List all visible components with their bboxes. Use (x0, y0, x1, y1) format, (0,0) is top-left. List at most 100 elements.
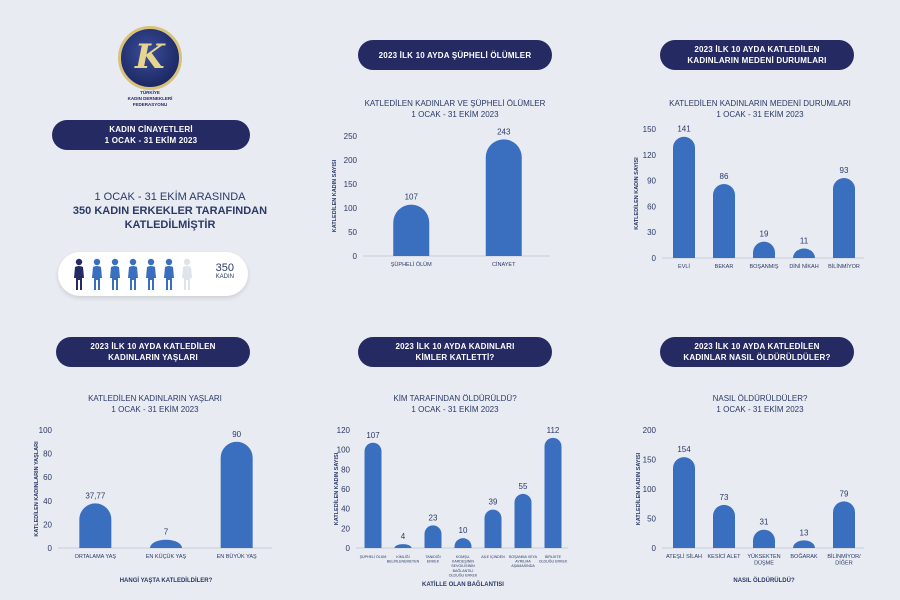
bar (793, 540, 815, 548)
data-label: 107 (405, 193, 419, 202)
person-head (147, 258, 155, 266)
people-count-unit: KADIN (215, 274, 234, 280)
person-head (183, 258, 191, 266)
category-label-line: BELİRLENEMEYEN (387, 559, 420, 564)
category-label-line: YÜKSEKTEN (747, 553, 780, 560)
person-body (110, 266, 120, 290)
person-body (182, 266, 192, 290)
person-icon (74, 258, 84, 290)
category-label: BOĞARAK (790, 553, 818, 560)
category-label-line: ERKEK (427, 560, 440, 564)
bar (753, 241, 775, 258)
category-label-line: DİNİ NİKAH (789, 263, 818, 270)
category-label-line: DİĞER (835, 560, 852, 567)
y-tick-label: 150 (344, 180, 358, 189)
data-label: 37,77 (85, 491, 106, 500)
category-label: BOŞANMIŞ (749, 264, 778, 270)
person-body (74, 266, 84, 290)
category-label: KOMŞU, KARDEŞİNİN SEVGİLİSİNİN BAĞLANTILI OL… (449, 555, 478, 577)
category-label-line: BİRLİKTE (545, 554, 562, 559)
header-pill-femicides: KADIN CİNAYETLERİ 1 OCAK - 31 EKİM 2023 (52, 120, 250, 150)
pill-line: KİMLER KATLETTİ? (415, 353, 495, 362)
data-label: 154 (677, 445, 691, 454)
category-label-line: BAĞLANTILI (453, 568, 474, 573)
category-label: EN KÜÇÜK YAŞ (146, 553, 187, 560)
category-label-line: ŞÜPHELİ ÖLÜM (360, 554, 387, 559)
person-icon (146, 258, 156, 290)
y-tick-label: 40 (341, 505, 350, 514)
y-tick-label: 50 (348, 228, 357, 237)
pill-line: 2023 İLK 10 AYDA ŞÜPHELİ ÖLÜMLER (378, 50, 532, 60)
data-label: 31 (760, 518, 769, 527)
pill-line: 2023 İLK 10 AYDA KATLEDİLEN (694, 342, 820, 351)
category-label: YÜKSEKTEN DÜŞME (747, 553, 780, 567)
bar (454, 538, 472, 548)
y-tick-label: 100 (39, 426, 53, 435)
bar (393, 204, 430, 256)
y-tick-label: 60 (341, 485, 350, 494)
y-tick-label: 30 (647, 228, 656, 237)
y-tick-label: 90 (647, 177, 656, 186)
y-axis-label: KATLEDİLEN KADINLARIN YAŞLARI (33, 441, 40, 537)
y-tick-label: 0 (353, 252, 358, 261)
panel-pill-methods: 2023 İLK 10 AYDA KATLEDİLEN KADINLAR NAS… (660, 337, 854, 367)
category-label-line: ATEŞLİ SİLAH (666, 553, 702, 560)
bar (713, 184, 735, 258)
y-tick-label: 150 (643, 125, 657, 134)
y-tick-label: 120 (643, 151, 657, 160)
category-label: KESİCİ ALET (707, 553, 741, 560)
category-label-line: OLDUĞU ERKEK (449, 572, 478, 577)
panel-pill-ages: 2023 İLK 10 AYDA KATLEDİLEN KADINLARIN Y… (56, 337, 250, 367)
panel-pill-marital-status: 2023 İLK 10 AYDA KATLEDİLEN KADINLARIN M… (660, 40, 854, 70)
person-body (146, 266, 156, 290)
y-tick-label: 100 (344, 204, 358, 213)
panel-pill-suspicious-deaths: 2023 İLK 10 AYDA ŞÜPHELİ ÖLÜMLER (358, 40, 552, 70)
category-label: BİLİNMİYOR/DİĞER (827, 553, 861, 567)
bar (753, 529, 775, 548)
bar (484, 509, 502, 548)
category-label: ORTALAMA YAŞ (75, 554, 117, 560)
category-label-line: BİLİNMİYOR/ (827, 553, 861, 560)
bar-chart-marital-status: 0 30 60 90 120 150 KATLEDİLEN KADIN SAYISI 141 E… (633, 125, 864, 270)
bar (833, 178, 855, 258)
category-label-line: BOŞANMIŞ (749, 264, 778, 270)
category-label-line: ORTALAMA YAŞ (75, 554, 117, 560)
data-label: 39 (489, 498, 498, 507)
y-tick-label: 120 (337, 426, 351, 435)
logo-text-line: FEDERASYONU (132, 102, 168, 107)
y-axis-label: KATLEDİLEN KADIN SAYISI (333, 452, 340, 525)
data-label: 23 (429, 513, 438, 522)
logo-text: TÜRKİYE KADIN DERNEKLERİ FEDERASYONU (115, 90, 185, 108)
data-label: 141 (677, 125, 691, 134)
people-icons (74, 258, 192, 290)
chart-title-methods: NASIL ÖLDÜRÜLDÜLER? 1 OCAK - 31 EKİM 202… (630, 393, 890, 415)
people-count: 350 KADIN (216, 262, 234, 280)
y-tick-label: 80 (43, 450, 52, 459)
bar (220, 441, 253, 548)
pill-line: 2023 İLK 10 AYDA KADINLARI (395, 342, 515, 351)
category-label-line: AŞAMASINDA (511, 564, 535, 568)
bar (364, 442, 382, 548)
chart-subtitle: 1 OCAK - 31 EKİM 2023 (411, 405, 499, 414)
category-label: KİMLİĞİ BELİRLENEMEYEN (387, 554, 420, 564)
bar-chart-methods: 0 50 100 150 200 KATLEDİLEN KADIN SAYISI NASIL… (635, 426, 864, 584)
y-tick-label: 20 (341, 524, 350, 533)
logo-text-line: KADIN DERNEKLERİ (127, 96, 173, 101)
bar (424, 525, 442, 548)
logo-text-line: TÜRKİYE (140, 90, 160, 95)
pill-line: 1 OCAK - 31 EKİM 2023 (104, 136, 198, 145)
person-icon (182, 258, 192, 290)
category-label: ŞÜPHELİ ÖLÜM (360, 554, 387, 559)
data-label: 10 (459, 526, 468, 535)
data-label: 90 (232, 430, 241, 439)
y-tick-label: 60 (647, 202, 656, 211)
pill-line: KADINLARIN YAŞLARI (108, 353, 198, 362)
data-label: 107 (366, 431, 380, 440)
category-label: AİLE İÇİNDEN (481, 554, 505, 559)
bar-chart-perpetrators: 0 20 40 60 80 100 120 KATLEDİLEN KADIN SAYISI KA… (333, 426, 568, 588)
category-label-line: BİLİNMİYOR (828, 263, 860, 270)
person-body (164, 266, 174, 290)
person-icon (92, 258, 102, 290)
category-label-line: BEKAR (715, 264, 734, 270)
bar-chart-ages: 0 20 40 60 80 100 KATLEDİLEN KADINLARIN YAŞLAR… (33, 426, 272, 584)
